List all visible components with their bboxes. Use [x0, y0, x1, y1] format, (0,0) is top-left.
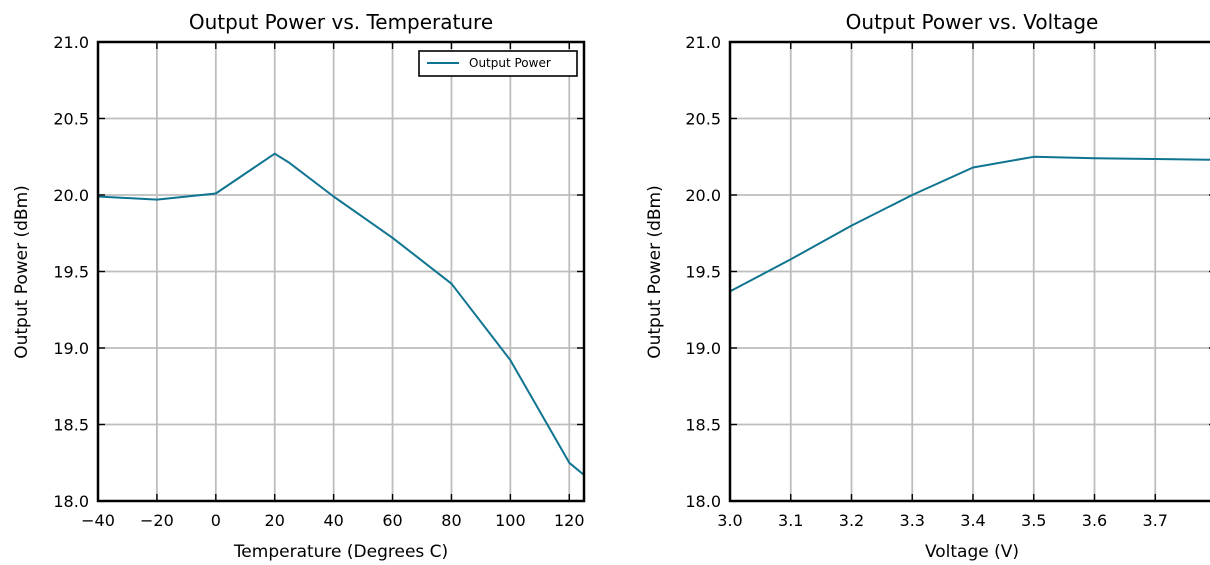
gridlines: [98, 42, 584, 501]
x-tick-label: 80: [441, 511, 461, 530]
x-tick-label: 40: [323, 511, 343, 530]
x-tick-label: 20: [265, 511, 285, 530]
x-tick-label: 100: [495, 511, 526, 530]
y-tick-label: 20.5: [53, 110, 89, 129]
chart-title: Output Power vs. Voltage: [846, 10, 1099, 34]
x-tick-label: 60: [382, 511, 402, 530]
y-tick-label: 20.0: [53, 186, 89, 205]
y-tick-label: 18.5: [685, 416, 721, 435]
series-line: [729, 155, 1210, 293]
x-tick-label: 3.6: [1082, 511, 1107, 530]
y-tick-label: 20.0: [685, 186, 721, 205]
y-tick-label: 21.0: [685, 33, 721, 52]
y-tick-label: 19.0: [53, 339, 89, 358]
y-tick-label: 18.5: [53, 416, 89, 435]
x-tick-label: 3.1: [778, 511, 803, 530]
temperature-chart: Output Power vs. Temperature Temperature…: [12, 10, 586, 562]
y-tick-label: 20.5: [685, 110, 721, 129]
voltage-chart: Output Power vs. Voltage Voltage (V) Out…: [645, 10, 1210, 562]
x-tick-label: 3.3: [900, 511, 925, 530]
legend: Output Power: [418, 50, 578, 77]
x-tick-label: 0: [211, 511, 221, 530]
x-tick-label: 120: [554, 511, 585, 530]
x-tick-label: 3.7: [1143, 511, 1168, 530]
x-tick-labels: 3.0 3.1 3.2 3.3 3.4 3.5 3.6 3.7: [717, 511, 1168, 530]
x-axis-label: Voltage (V): [925, 542, 1019, 562]
y-tick-label: 18.0: [685, 492, 721, 511]
y-tick-labels: 18.0 18.5 19.0 19.5 20.0 20.5 21.0: [53, 33, 89, 511]
x-tick-label: 3.0: [717, 511, 742, 530]
x-tick-label: 3.2: [839, 511, 864, 530]
chart-title: Output Power vs. Temperature: [189, 10, 493, 34]
plot-frame: [96, 40, 586, 503]
y-tick-label: 18.0: [53, 492, 89, 511]
y-tick-label: 19.0: [685, 339, 721, 358]
x-axis-label: Temperature (Degrees C): [233, 542, 448, 562]
series-group: [729, 155, 1210, 293]
series-line: [97, 152, 585, 476]
y-tick-label: 19.5: [53, 263, 89, 282]
x-tick-labels: −40 −20 0 20 40 60 80 100 120: [81, 511, 584, 530]
gridlines: [730, 42, 1210, 501]
y-tick-label: 21.0: [53, 33, 89, 52]
plot-frame: [728, 40, 1210, 503]
y-axis-label: Output Power (dBm): [645, 185, 665, 359]
x-tick-label: −20: [140, 511, 174, 530]
x-tick-label: −40: [81, 511, 115, 530]
y-tick-label: 19.5: [685, 263, 721, 282]
series-group: [97, 152, 585, 476]
legend-label: Output Power: [469, 56, 551, 70]
y-tick-labels: 18.0 18.5 19.0 19.5 20.0 20.5 21.0: [685, 33, 721, 511]
x-tick-label: 3.4: [960, 511, 985, 530]
y-axis-label: Output Power (dBm): [12, 185, 32, 359]
x-tick-label: 3.5: [1021, 511, 1046, 530]
